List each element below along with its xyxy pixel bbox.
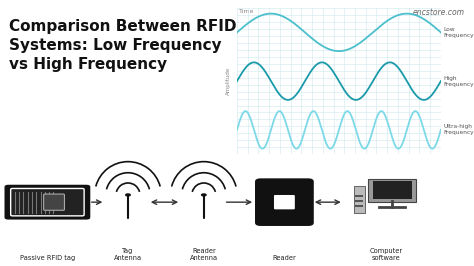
Text: Reader
Antenna: Reader Antenna — [190, 248, 218, 261]
Text: Time: Time — [239, 9, 255, 14]
Text: Amplitude: Amplitude — [226, 67, 231, 95]
Text: Tag
Antenna: Tag Antenna — [114, 248, 142, 261]
FancyBboxPatch shape — [255, 178, 314, 226]
FancyBboxPatch shape — [368, 179, 416, 202]
FancyBboxPatch shape — [274, 195, 295, 209]
FancyBboxPatch shape — [354, 186, 365, 213]
Text: encstore.com: encstore.com — [412, 8, 465, 17]
Circle shape — [125, 193, 131, 197]
Circle shape — [201, 193, 207, 197]
Bar — [356, 200, 363, 202]
Bar — [356, 195, 363, 197]
Bar — [373, 181, 412, 199]
FancyBboxPatch shape — [10, 188, 84, 216]
Text: Comparison Between RFID
Systems: Low Frequency
vs High Frequency: Comparison Between RFID Systems: Low Fre… — [9, 19, 237, 72]
FancyBboxPatch shape — [5, 185, 90, 220]
Text: Low
Frequency: Low Frequency — [443, 27, 474, 38]
FancyBboxPatch shape — [44, 194, 64, 210]
Text: Computer
software: Computer software — [370, 248, 403, 261]
Text: High
Frequency: High Frequency — [443, 76, 474, 86]
Text: Reader: Reader — [273, 255, 296, 261]
Text: Ultra-high
Frequency: Ultra-high Frequency — [443, 124, 474, 135]
Text: Passive RFID tag: Passive RFID tag — [20, 255, 75, 261]
Bar — [356, 205, 363, 207]
